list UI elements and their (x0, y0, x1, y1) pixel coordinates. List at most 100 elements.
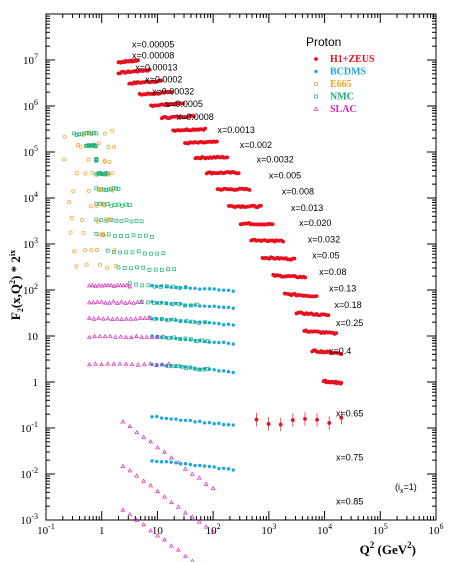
bcdms-point (212, 321, 216, 325)
legend-entry: NMC (314, 92, 354, 103)
bcdms-point (231, 323, 235, 327)
bcdms-point (202, 464, 207, 468)
h1-zeus-point (292, 256, 297, 261)
slac-point (134, 473, 140, 478)
bin-group (86, 361, 344, 386)
slac-point (120, 419, 126, 424)
slac-point (91, 316, 97, 321)
nmc-point (129, 266, 133, 271)
bcdms-point (222, 422, 226, 427)
nmc-point (84, 131, 89, 136)
legend-entry: BCDMS (314, 67, 367, 78)
slac-point (120, 463, 126, 468)
bcdms-point (226, 341, 231, 345)
nmc-point (99, 218, 104, 222)
nmc-point (124, 250, 129, 255)
bin-labels: x=0.00005x=0.00008x=0.00013x=0.0002x=0.0… (132, 40, 363, 507)
h1-zeus-point (147, 67, 152, 72)
slac-point (129, 361, 135, 366)
bcdms-point (231, 342, 235, 346)
nmc-point (194, 339, 199, 343)
nmc-point (124, 218, 129, 223)
legend-entry: H1+ZEUS (314, 54, 375, 65)
e665-point (110, 128, 115, 133)
bcdms-point (159, 460, 164, 464)
h1-zeus-point (270, 222, 275, 227)
nmc-point (134, 219, 139, 223)
nmc-point (140, 283, 145, 288)
slac-point (105, 361, 111, 366)
nmc-point (166, 318, 170, 323)
bin-group (149, 101, 185, 109)
e665-point (96, 141, 101, 146)
h1-zeus-point (314, 57, 318, 61)
nmc-point (113, 234, 117, 238)
nmc-point (134, 282, 138, 287)
e665-point (114, 263, 119, 268)
nmc-point (120, 203, 125, 208)
slac-point (148, 361, 153, 366)
legend-entry: E665 (314, 79, 352, 90)
bcdms-point (226, 370, 231, 374)
slac-point (117, 361, 123, 366)
bcdms-point (231, 289, 235, 293)
e665-point (110, 188, 115, 193)
nmc-point (79, 132, 84, 137)
slac-point (128, 316, 134, 321)
e665-point (99, 201, 104, 206)
bcdms-point (164, 416, 169, 421)
h1-zeus-point (169, 90, 174, 94)
nmc-point (98, 202, 102, 206)
e665-point (110, 171, 115, 176)
slac-point (108, 283, 114, 288)
x-tick-label: 102 (206, 522, 221, 537)
nmc-point (177, 337, 182, 341)
slac-point (189, 514, 195, 519)
slac-point (127, 300, 132, 305)
bin-label: x=0.032 (308, 234, 340, 244)
bcdms-point (179, 319, 183, 323)
nmc-point (155, 251, 160, 256)
slac-point (155, 533, 161, 538)
nmc-point (113, 203, 117, 207)
bin-label: x=0.0005 (166, 99, 203, 109)
y-tick-label: 10-1 (20, 420, 38, 435)
bcdms-point (217, 288, 221, 292)
slac-point (196, 475, 202, 480)
bcdms-point (226, 305, 231, 310)
y-tick-label: 103 (23, 236, 38, 251)
nmc-point (141, 265, 146, 270)
bcdms-point (183, 418, 188, 423)
nmc-point (166, 364, 171, 369)
nmc-point (72, 131, 76, 136)
e665-point (94, 203, 99, 208)
bin-group (120, 410, 344, 491)
bin-label: x=0.0008 (177, 112, 214, 122)
slac-point (93, 283, 98, 288)
bcdms-point (169, 460, 173, 464)
nmc-point (94, 158, 99, 163)
slac-point (169, 543, 174, 548)
slac-point (107, 333, 113, 338)
slac-point (94, 299, 100, 304)
bin-group (159, 113, 196, 121)
h1-zeus-point (191, 114, 196, 119)
bin-group (86, 333, 344, 357)
slac-point (166, 361, 172, 366)
slac-point (182, 466, 188, 471)
slac-point (119, 299, 124, 304)
bcdms-point (169, 317, 173, 322)
nmc-point (119, 219, 124, 224)
e665-point (81, 230, 86, 235)
bcdms-point (174, 417, 178, 421)
slac-point (135, 299, 140, 304)
nmc-point (116, 202, 121, 207)
e665-point (98, 232, 103, 237)
bin-group (86, 315, 339, 336)
nmc-point (135, 265, 139, 270)
slac-point (137, 315, 143, 320)
bcdms-point (150, 459, 154, 463)
legend-entry: SLAC (313, 104, 357, 115)
e665-point (88, 204, 93, 209)
